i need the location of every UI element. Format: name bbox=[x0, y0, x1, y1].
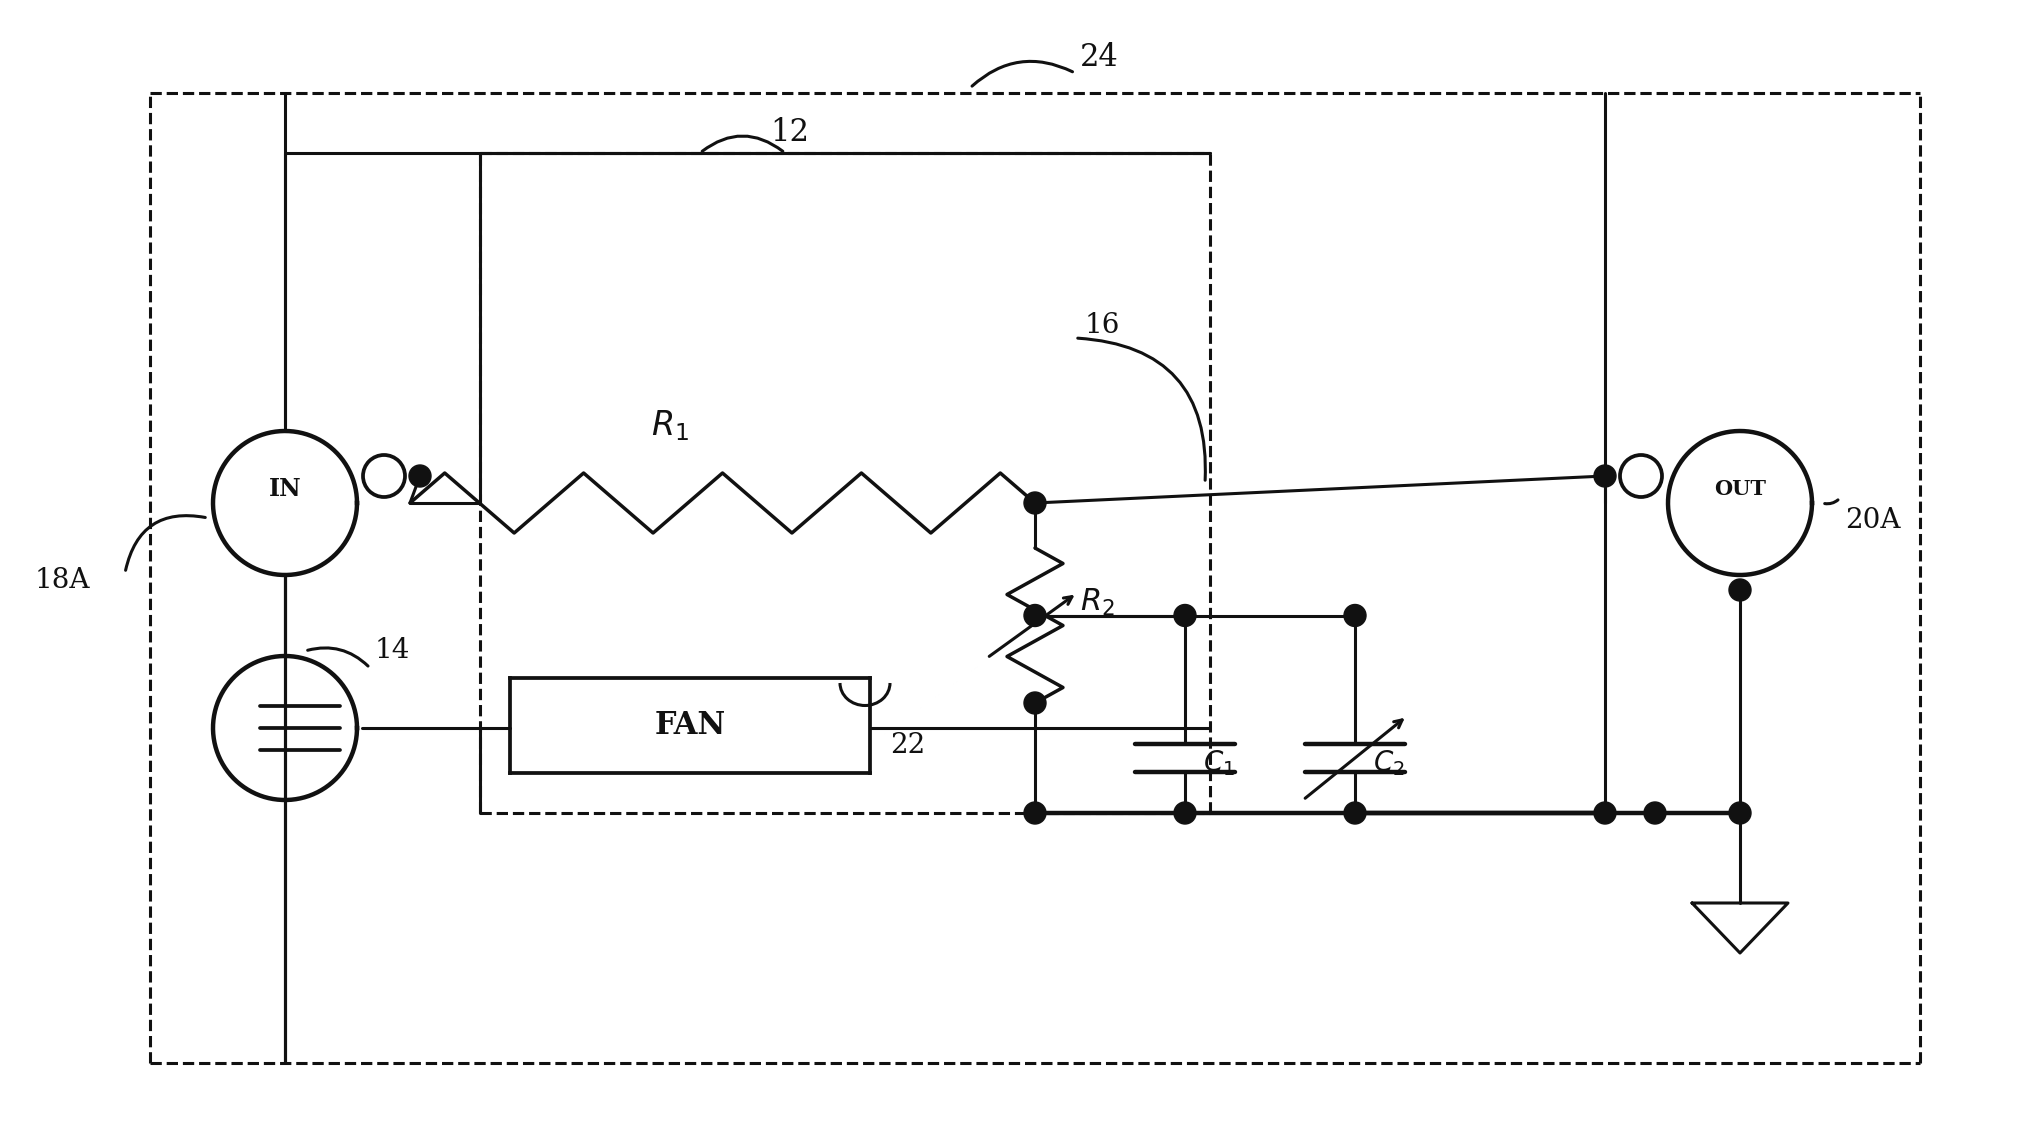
Circle shape bbox=[364, 455, 404, 497]
Circle shape bbox=[1025, 692, 1047, 714]
Circle shape bbox=[1730, 802, 1750, 824]
Circle shape bbox=[1174, 802, 1196, 824]
Circle shape bbox=[1025, 492, 1047, 514]
Text: $R_2$: $R_2$ bbox=[1079, 587, 1116, 617]
FancyArrowPatch shape bbox=[972, 61, 1073, 86]
Text: OUT: OUT bbox=[1714, 479, 1766, 499]
Circle shape bbox=[1174, 605, 1196, 627]
Circle shape bbox=[1643, 802, 1665, 824]
FancyArrowPatch shape bbox=[1077, 338, 1205, 480]
Text: 14: 14 bbox=[376, 637, 410, 664]
Text: IN: IN bbox=[269, 477, 301, 501]
Circle shape bbox=[1025, 802, 1047, 824]
Circle shape bbox=[1730, 579, 1750, 600]
FancyArrowPatch shape bbox=[125, 516, 206, 570]
Circle shape bbox=[408, 465, 430, 487]
Text: $C_1$: $C_1$ bbox=[1202, 748, 1235, 778]
Circle shape bbox=[1344, 605, 1366, 627]
Text: 22: 22 bbox=[889, 732, 926, 759]
Text: 18A: 18A bbox=[34, 566, 91, 594]
Text: 12: 12 bbox=[770, 117, 808, 148]
FancyArrowPatch shape bbox=[307, 648, 368, 666]
Text: FAN: FAN bbox=[655, 710, 726, 741]
Circle shape bbox=[1025, 605, 1047, 627]
Text: 16: 16 bbox=[1085, 312, 1120, 339]
Text: $C_2$: $C_2$ bbox=[1372, 748, 1405, 778]
Circle shape bbox=[1621, 455, 1661, 497]
Text: $R_1$: $R_1$ bbox=[651, 408, 689, 443]
Circle shape bbox=[1595, 802, 1617, 824]
FancyArrowPatch shape bbox=[1825, 500, 1837, 504]
Circle shape bbox=[1344, 802, 1366, 824]
Text: 24: 24 bbox=[1079, 42, 1120, 73]
Circle shape bbox=[1595, 465, 1617, 487]
FancyArrowPatch shape bbox=[701, 136, 782, 152]
Text: 20A: 20A bbox=[1845, 506, 1900, 534]
